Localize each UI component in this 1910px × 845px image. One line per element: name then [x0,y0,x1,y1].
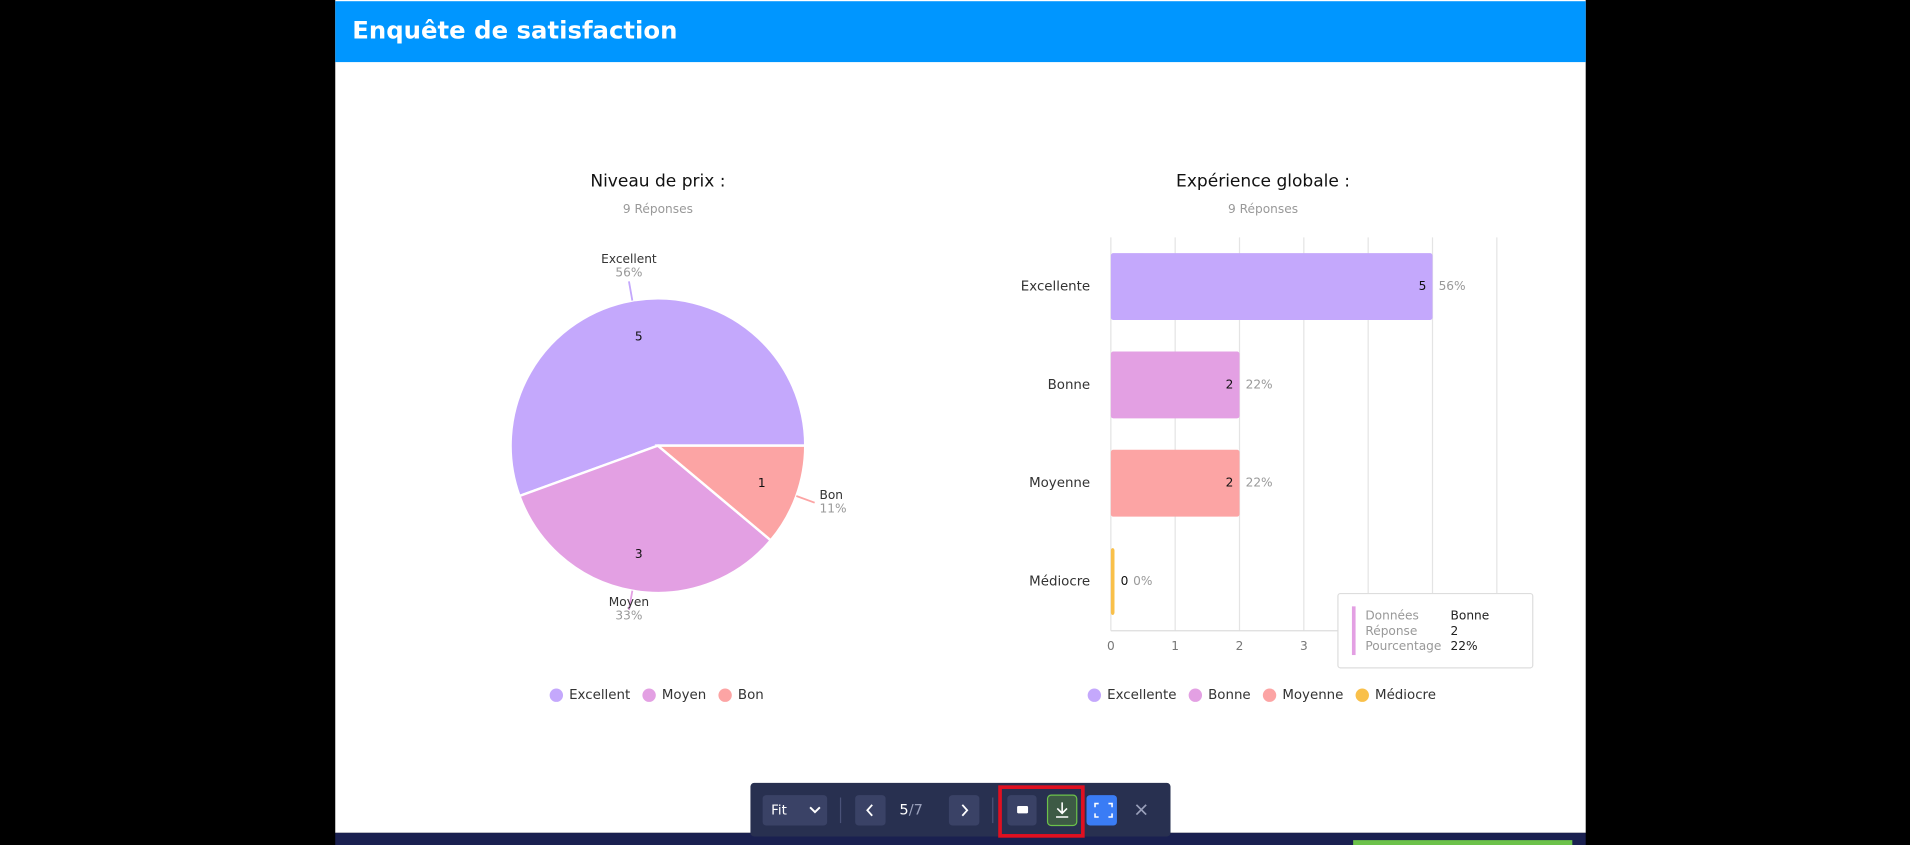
next-icon [961,804,969,817]
close-button[interactable] [1135,804,1147,816]
next-button[interactable] [948,795,980,826]
bar [1110,449,1240,517]
legend-marker [549,688,564,702]
bar [1110,548,1115,615]
tooltip-color [1351,606,1356,656]
slice-percent: 56% [615,265,642,279]
slice-label: Excellent [601,252,657,266]
legend-marker [642,688,656,702]
chart-title: Niveau de prix : [590,171,725,191]
leader-line [796,495,815,504]
chevron-icon [809,806,821,814]
slice-label: Moyen [609,595,649,609]
download-icon [1056,802,1069,818]
slice-label: Bon [820,488,843,502]
x-tick-label: 0 [1107,639,1115,653]
y-tick-label: Excellente [1021,280,1090,295]
bottom-strip [335,832,1586,845]
legend-marker [1355,688,1369,702]
chart-subtitle: 9 Réponses [623,202,693,216]
legend-label: Moyenne [1282,688,1343,703]
pie-slice [654,444,807,543]
tooltip-value: Bonne [1451,609,1490,623]
legend-label: Excellente [1107,688,1176,703]
prev-icon [866,804,873,817]
y-tick-label: Moyenne [1029,476,1090,491]
legend-marker [1188,688,1203,702]
slice-value: 3 [635,547,643,561]
bar-percent: 56% [1439,279,1466,293]
tooltip-value: 2 [1451,624,1459,638]
legend-marker [1087,688,1102,702]
toolbar: Fit 5 /7 [750,782,1171,838]
slice-percent: 11% [820,501,847,515]
header-title: Enquête de satisfaction [352,16,677,45]
pie-slice [509,297,807,498]
zoom-select[interactable] [762,795,828,826]
pie-slice [517,444,773,595]
bar-percent: 22% [1246,377,1273,391]
tooltip-key: Pourcentage [1365,639,1441,653]
bar [1110,253,1433,321]
chart-subtitle: 9 Réponses [1228,202,1298,216]
tooltip: Données Bonne Réponse 2 Pourcentage 22% [1337,592,1534,669]
bar-value: 5 [1419,279,1427,293]
chart-title: Expérience globale : [1176,171,1350,191]
tooltip-key: Données [1365,609,1419,623]
legend-label: Médiocre [1375,687,1436,703]
slice-value: 5 [635,329,643,343]
fullscreen-icon [1094,802,1113,818]
tooltip-key: Réponse [1365,624,1417,638]
legend-marker [1262,688,1277,702]
x-tick-label: 3 [1300,639,1308,653]
x-tick-label: 2 [1236,639,1244,653]
y-tick-label: Médiocre [1029,574,1090,590]
y-tick-label: Bonne [1048,378,1091,393]
page-total: /7 [909,801,923,818]
legend-label: Bonne [1208,688,1251,703]
bar-value: 2 [1226,377,1234,391]
print-icon [1017,806,1029,814]
legend-label: Bon [738,688,764,703]
bar-value: 0 [1121,574,1129,588]
legend-label: Excellent [569,688,630,703]
slice-percent: 33% [615,608,642,622]
highlight-box [998,785,1085,838]
header-bar [335,1,1586,63]
bar-percent: 0% [1133,574,1152,588]
bar-value: 2 [1226,476,1234,490]
prev-button[interactable] [855,795,886,826]
legend-marker [718,688,732,702]
x-tick-label: 1 [1171,639,1179,653]
legend-label: Moyen [662,688,706,703]
leader-line [628,590,634,611]
page-current: 5 [899,801,908,818]
tooltip-box [1337,592,1534,669]
slice-value: 1 [758,476,766,490]
bottom-button[interactable] [1353,840,1573,845]
leader-line [628,281,634,301]
fullscreen-button[interactable] [1086,795,1117,826]
bar [1110,351,1240,419]
bar-percent: 22% [1246,476,1273,490]
zoom-label: Fit [771,803,787,818]
tooltip-value: 22% [1451,639,1478,653]
